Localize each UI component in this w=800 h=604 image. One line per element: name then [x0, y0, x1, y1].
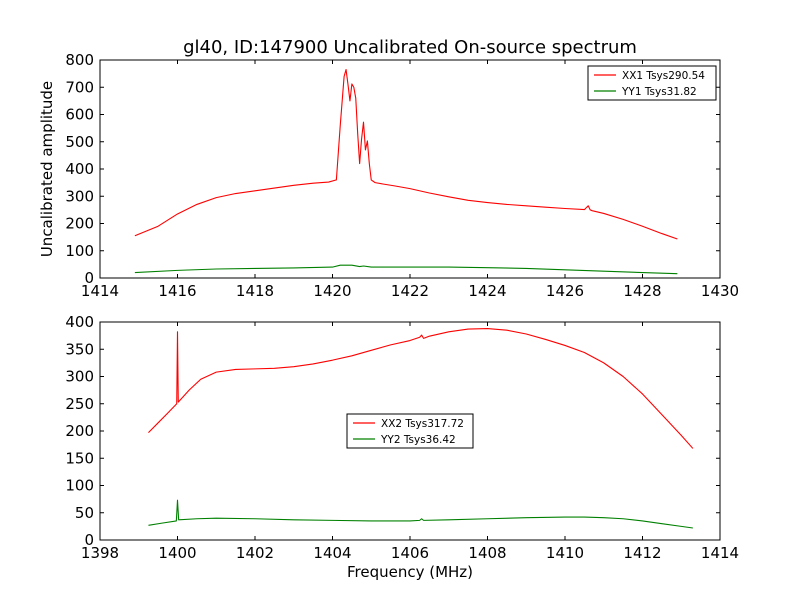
x-tick-label: 1400: [158, 544, 196, 562]
y-tick-label: 700: [65, 78, 94, 96]
x-tick-label: 1428: [623, 282, 661, 300]
y-tick-label: 200: [65, 422, 94, 440]
y-tick-label: 0: [84, 531, 94, 549]
y-tick-label: 600: [65, 106, 94, 124]
x-tick-label: 1414: [701, 544, 739, 562]
legend-box: [346, 413, 474, 449]
y-tick-label: 400: [65, 313, 94, 331]
y-tick-label: 350: [65, 340, 94, 358]
y-tick-label: 400: [65, 160, 94, 178]
y-tick-label: 150: [65, 449, 94, 467]
legend-label: YY2 Tsys36.42: [380, 434, 456, 446]
series-line-1: [148, 327, 694, 449]
x-tick-label: 1418: [236, 282, 274, 300]
x-tick-label: 1412: [623, 544, 661, 562]
y-tick-label: 100: [65, 242, 94, 260]
x-tick-label: 1414: [81, 282, 119, 300]
y-tick-label: 0: [84, 269, 94, 287]
legend-label: XX2 Tsys317.72: [381, 418, 464, 430]
series-line-1: [134, 68, 678, 240]
x-tick-label: 1406: [391, 544, 429, 562]
y-axis-label: Uncalibrated amplitude: [38, 81, 56, 257]
legend: XX1 Tsys290.54 YY1 Tsys31.82: [587, 65, 717, 101]
legend: XX2 Tsys317.72 YY2 Tsys36.42: [346, 413, 474, 449]
x-tick-label: 1426: [546, 282, 584, 300]
y-tick-label: 300: [65, 187, 94, 205]
legend-label: YY1 Tsys31.82: [621, 86, 697, 98]
chart-1: 1414 1416 1418 1420 1422 1424 1426 1428 1430 0 100…: [38, 37, 739, 300]
y-tick-label: 500: [65, 133, 94, 151]
x-tick-label: 1424: [468, 282, 506, 300]
x-tick-label: 1420: [313, 282, 351, 300]
chart-title: gl40, ID:147900 Uncalibrated On-source s…: [183, 37, 637, 58]
series-line-2: [148, 499, 693, 529]
x-tick-label: 1408: [468, 544, 506, 562]
x-tick-label: 1410: [546, 544, 584, 562]
series-line-2: [134, 264, 678, 275]
x-tick-label: 1404: [313, 544, 351, 562]
x-tick-label: 1430: [701, 282, 739, 300]
chart-2: 1398 1400 1402 1404 1406 1408 1410 1412 1414 0 50 1…: [65, 313, 739, 581]
y-tick-label: 300: [65, 368, 94, 386]
y-tick-label: 100: [65, 477, 94, 495]
y-tick-label: 200: [65, 215, 94, 233]
y-tick-label: 50: [75, 504, 94, 522]
x-tick-label: 1422: [391, 282, 429, 300]
y-tick-label: 250: [65, 395, 94, 413]
x-tick-label: 1416: [158, 282, 196, 300]
x-axis-label: Frequency (MHz): [347, 563, 473, 581]
x-tick-label: 1402: [236, 544, 274, 562]
y-tick-label: 800: [65, 51, 94, 69]
legend-label: XX1 Tsys290.54: [622, 70, 705, 82]
legend-box: [587, 65, 717, 101]
x-tick-label: 1398: [81, 544, 119, 562]
